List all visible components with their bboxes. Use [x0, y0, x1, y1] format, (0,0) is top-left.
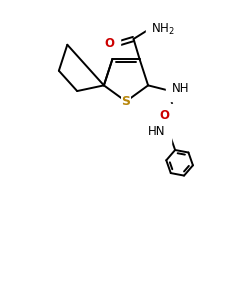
Text: S: S	[121, 95, 131, 108]
Text: HN: HN	[148, 125, 166, 138]
Text: NH: NH	[172, 82, 189, 95]
Text: O: O	[105, 37, 115, 51]
Text: NH$_2$: NH$_2$	[151, 22, 175, 36]
Text: O: O	[159, 109, 169, 122]
